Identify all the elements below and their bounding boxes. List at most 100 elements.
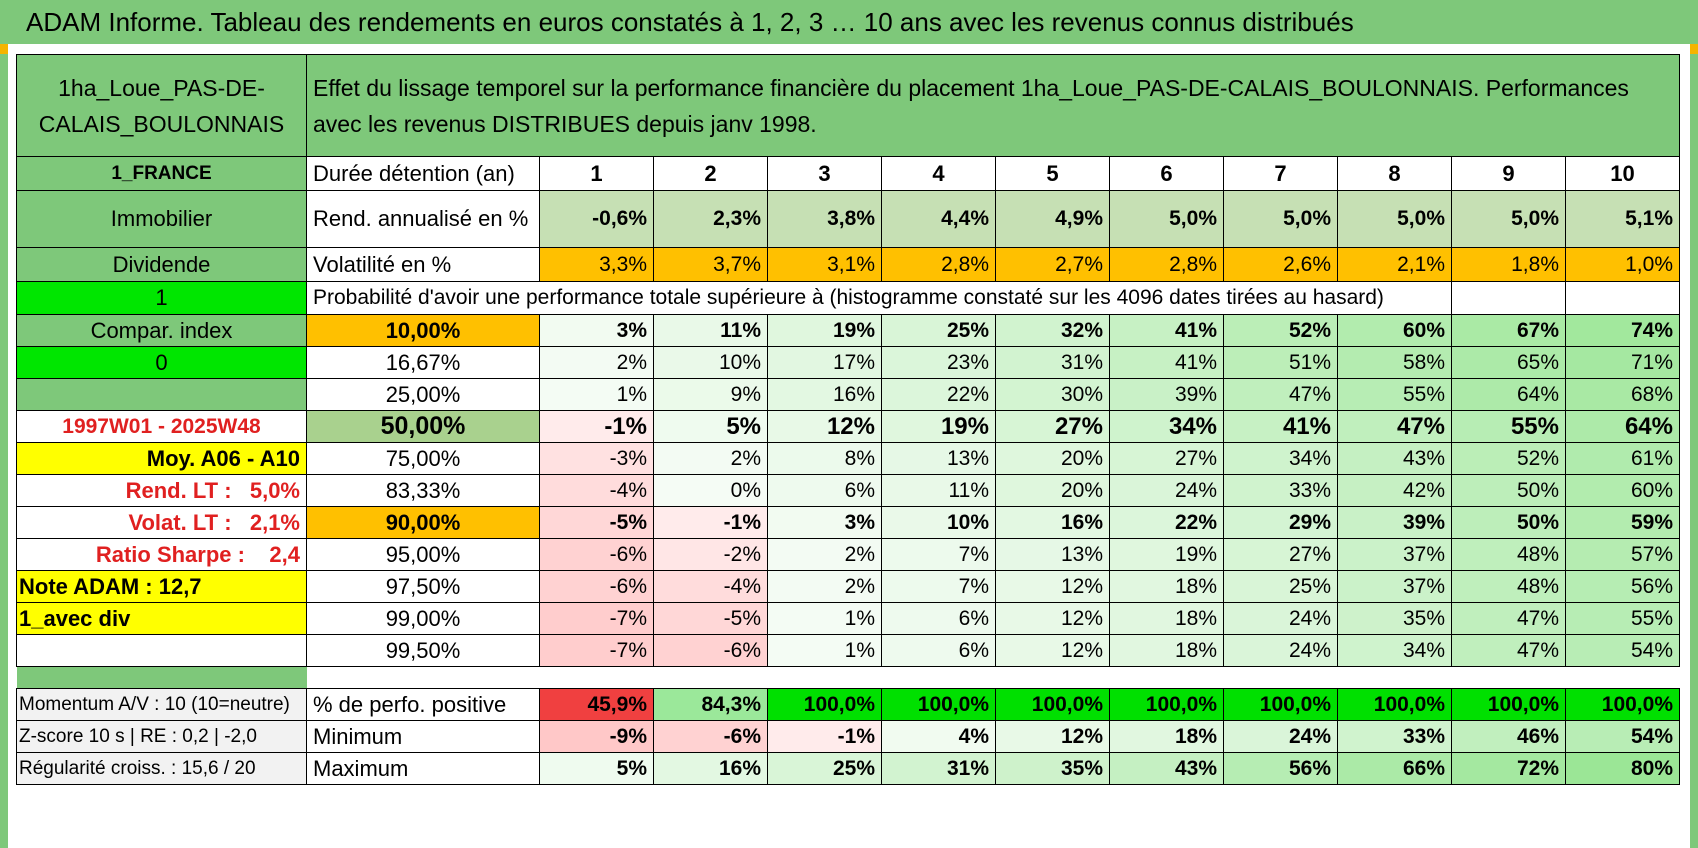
positive-value-cell: 100,0% [1337,688,1452,721]
prob-threshold-cell: 90,00% [306,506,540,539]
prob-value-cell: 65% [1451,346,1566,379]
prob-value-cell: -7% [539,602,654,635]
prob-value-cell: 50% [1451,506,1566,539]
positive-value-cell: 100,0% [881,688,996,721]
maximum-value-cell: 80% [1565,752,1680,785]
prob-value-cell: 16% [995,506,1110,539]
year-header: 2 [653,156,768,191]
prob-value-cell: 47% [1337,410,1452,443]
performance-table: 1ha_Loue_PAS-DE-CALAIS_BOULONNAIS Effet … [16,54,1680,785]
year-header: 3 [767,156,882,191]
prob-value-cell: 64% [1451,378,1566,411]
volatilite-cell: 2,1% [1337,247,1452,282]
rendement-cell: 4,9% [995,190,1110,248]
prob-row: 1997W01 - 2025W48 50,00% -1% 5% 12% 19% 27% 34… [16,410,1680,443]
type-label: Dividende [16,247,307,282]
positive-value-cell: 100,0% [1223,688,1338,721]
prob-value-cell: 54% [1565,634,1680,667]
prob-value-cell: 22% [881,378,996,411]
prob-value-cell: 3% [539,314,654,347]
rendement-label: Rend. annualisé en % [306,190,540,248]
probability-title: Probabilité d'avoir une performance tota… [306,281,1452,315]
prob-value-cell: 2% [653,442,768,475]
prob-value-cell: 31% [995,346,1110,379]
minimum-value-cell: 18% [1109,720,1224,753]
prob-value-cell: 19% [767,314,882,347]
prob-value-cell: 47% [1223,378,1338,411]
year-header: 4 [881,156,996,191]
prob-value-cell: 37% [1337,538,1452,571]
prob-value-cell: 12% [767,410,882,443]
maximum-value-cell: 31% [881,752,996,785]
prob-value-cell: 24% [1223,602,1338,635]
prob-value-cell: 57% [1565,538,1680,571]
prob-value-cell: 24% [1109,474,1224,507]
prob-value-cell: -4% [539,474,654,507]
index-flag-cell[interactable]: 0 [16,346,307,379]
country-label: 1_FRANCE [16,156,307,191]
prob-value-cell: 55% [1451,410,1566,443]
volatilite-cell: 2,7% [995,247,1110,282]
prob-threshold-cell: 99,00% [306,602,540,635]
prob-value-cell: 47% [1451,602,1566,635]
prob-row: 1_avec div 99,00% -7% -5% 1% 6% 12% 18% 24% 35% 4… [16,602,1680,635]
index-value-cell[interactable]: 1 [16,281,307,315]
volatilite-cell: 2,8% [1109,247,1224,282]
maximum-value-cell: 72% [1451,752,1566,785]
prob-value-cell: 42% [1337,474,1452,507]
prob-value-cell: 18% [1109,634,1224,667]
prob-value-cell: 43% [1337,442,1452,475]
prob-value-cell: -3% [539,442,654,475]
prob-value-cell: 24% [1223,634,1338,667]
prob-value-cell: 67% [1451,314,1566,347]
stat-row-maximum: Régularité croiss. : 15,6 / 20 Maximum 5… [16,752,1680,785]
prob-value-cell: -5% [653,602,768,635]
rendement-cell: -0,6% [539,190,654,248]
prob-threshold-cell: 97,50% [306,570,540,603]
prob-value-cell: 11% [881,474,996,507]
prob-row: Note ADAM : 12,7 97,50% -6% -4% 2% 7% 12% 18% 2… [16,570,1680,603]
year-header: 10 [1565,156,1680,191]
maximum-value-cell: 16% [653,752,768,785]
prob-value-cell: 6% [767,474,882,507]
prob-value-cell: 55% [1565,602,1680,635]
prob-value-cell: 5% [653,410,768,443]
prob-value-cell: 1% [767,602,882,635]
prob-threshold-cell: 10,00% [306,314,540,347]
prob-value-cell: 25% [1223,570,1338,603]
maximum-value-cell: 56% [1223,752,1338,785]
rendement-cell: 5,0% [1451,190,1566,248]
minimum-value-cell: 46% [1451,720,1566,753]
year-header: 7 [1223,156,1338,191]
avec-div-label: 1_avec div [16,602,307,635]
sharpe-label: Ratio Sharpe : 2,4 [16,538,307,571]
report-title: ADAM Informe. Tableau des rendements en … [0,0,1698,44]
rendement-cell: 5,0% [1337,190,1452,248]
prob-value-cell: 74% [1565,314,1680,347]
prob-value-cell: 58% [1337,346,1452,379]
prob-value-cell: -5% [539,506,654,539]
prob-row: Volat. LT : 2,1% 90,00% -5% -1% 3% 10% 16% 22%… [16,506,1680,539]
prob-value-cell: 59% [1565,506,1680,539]
minimum-value-cell: 54% [1565,720,1680,753]
prob-value-cell: 27% [1223,538,1338,571]
prob-value-cell: 1% [539,378,654,411]
prob-value-cell: 48% [1451,538,1566,571]
prob-value-cell: -6% [653,634,768,667]
maximum-label: Maximum [306,752,540,785]
prob-value-cell: 25% [881,314,996,347]
prob-value-cell: 33% [1223,474,1338,507]
prob-value-cell: 48% [1451,570,1566,603]
positive-value-cell: 100,0% [1109,688,1224,721]
prob-value-cell: 60% [1337,314,1452,347]
minimum-value-cell: 12% [995,720,1110,753]
prob-value-cell: -6% [539,570,654,603]
prob-value-cell: 64% [1565,410,1680,443]
prob-threshold-cell: 75,00% [306,442,540,475]
prob-value-cell: 6% [881,634,996,667]
year-header: 1 [539,156,654,191]
prob-value-cell: 18% [1109,602,1224,635]
prob-value-cell: 55% [1337,378,1452,411]
prob-value-cell: 8% [767,442,882,475]
volatilite-cell: 2,6% [1223,247,1338,282]
